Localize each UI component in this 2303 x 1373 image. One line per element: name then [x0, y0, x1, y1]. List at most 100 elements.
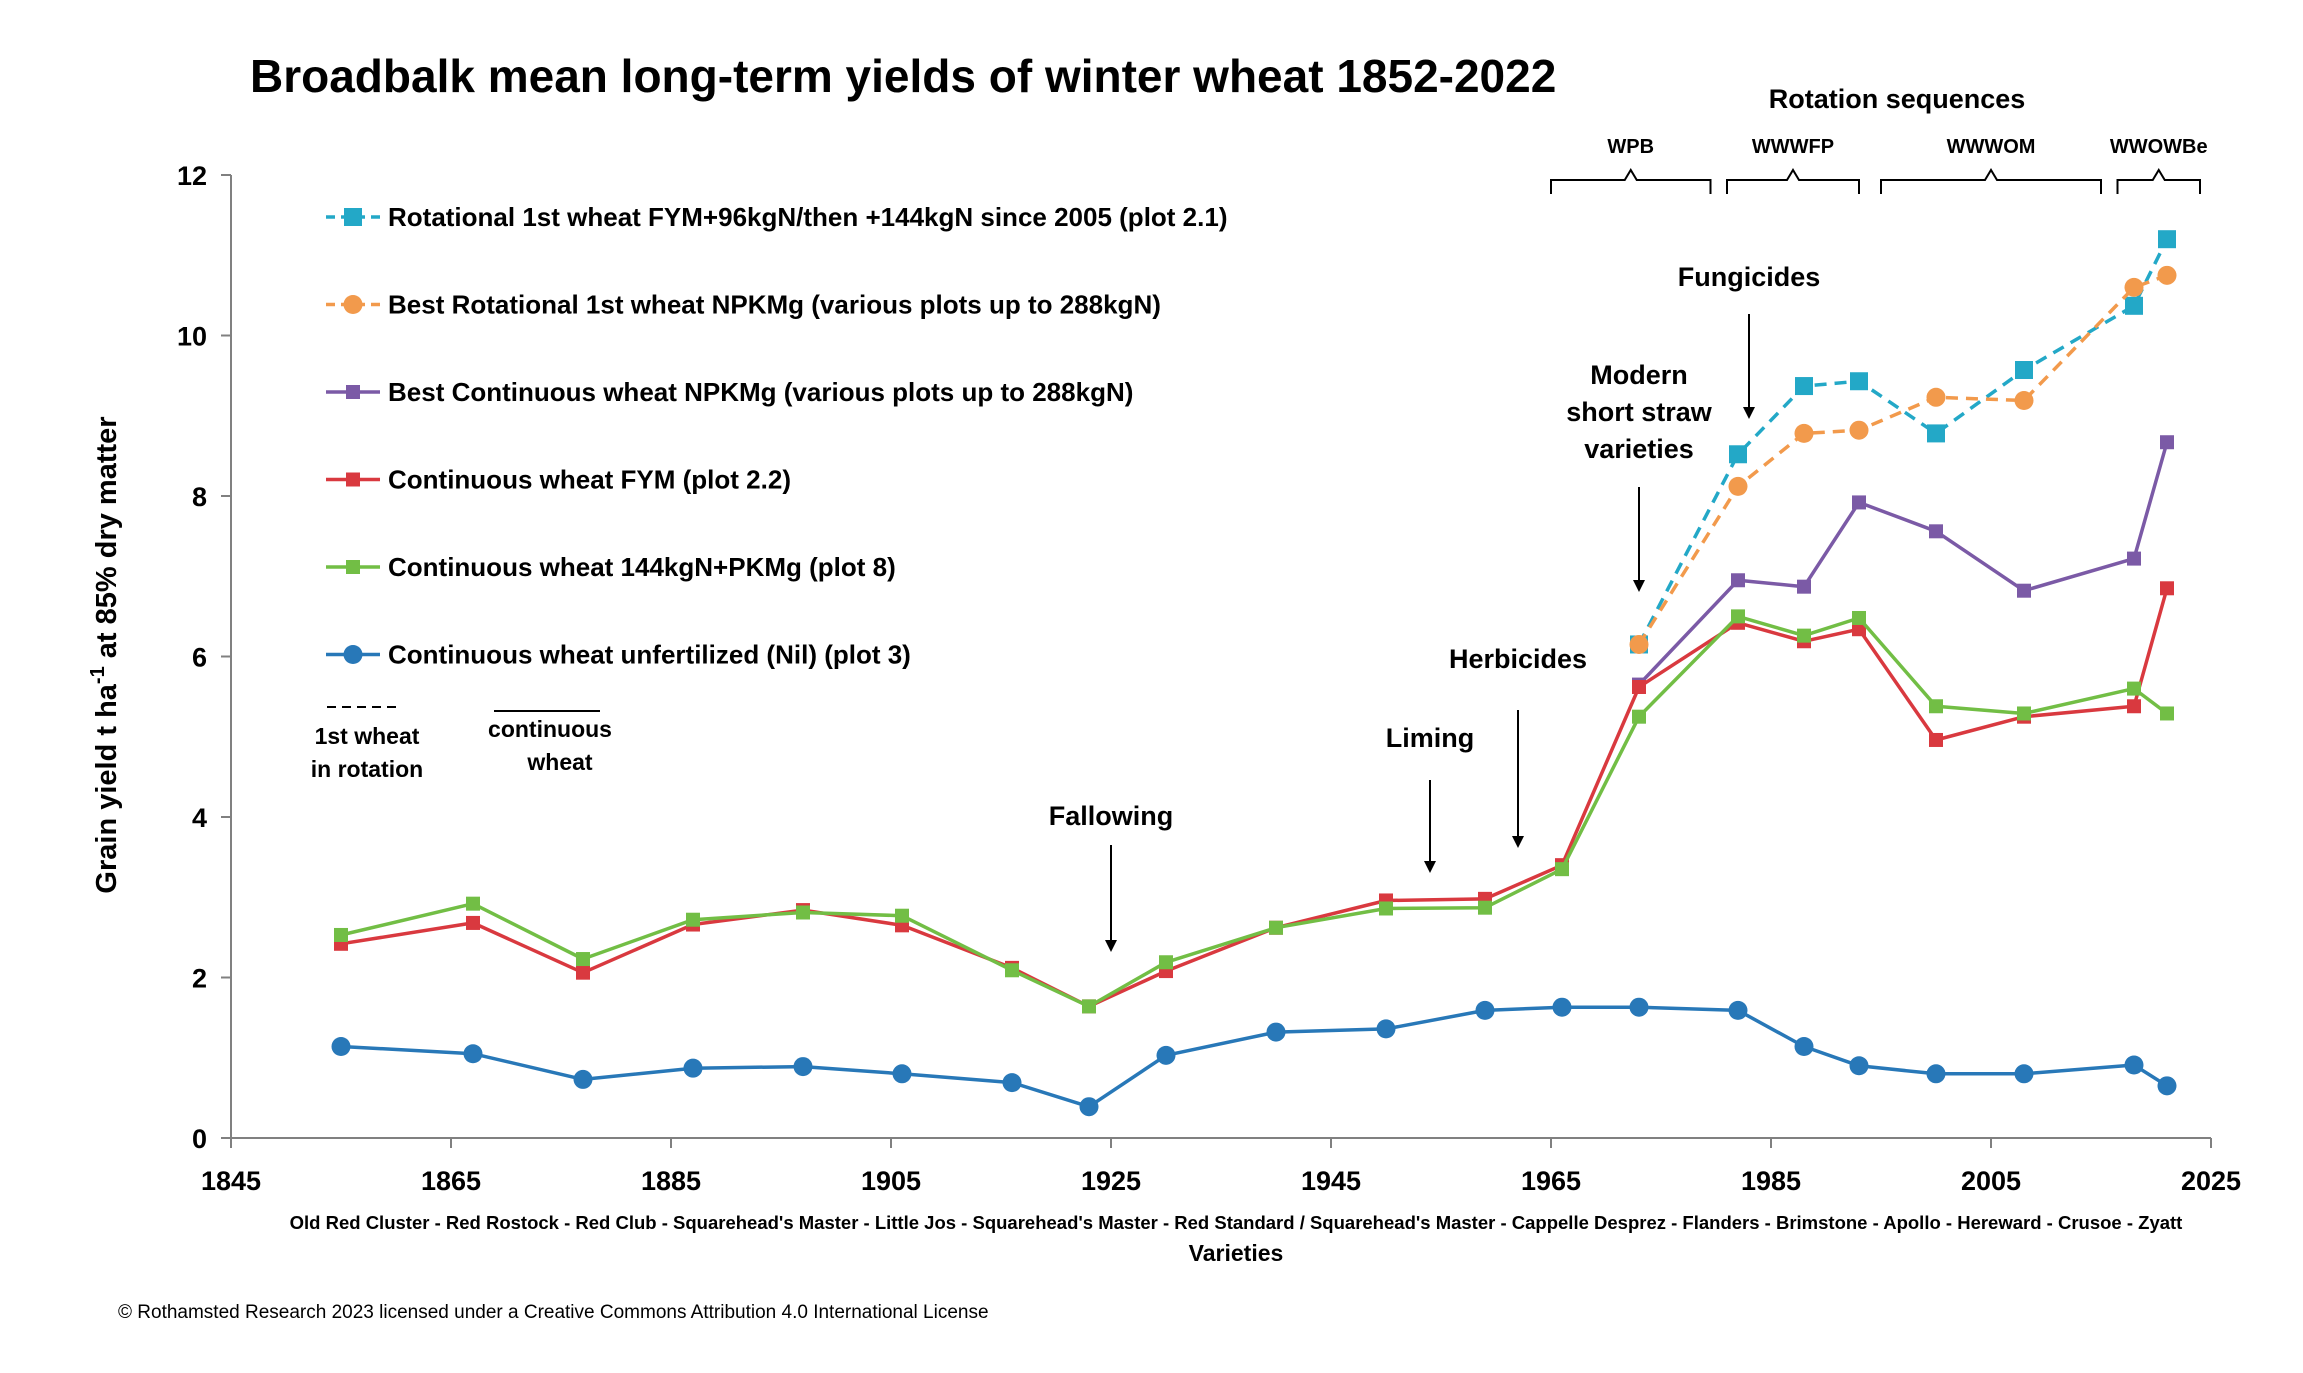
data-point: [466, 896, 480, 911]
x-tick-label: 1845: [201, 1166, 261, 1196]
data-point: [576, 952, 590, 967]
data-point: [1797, 628, 1811, 643]
data-point: [1929, 524, 1943, 539]
data-point: [1269, 920, 1283, 935]
data-point: [686, 912, 700, 927]
rotation-group-2: WWWFP: [1726, 136, 1860, 194]
data-point: [2157, 265, 2177, 285]
data-point: [334, 927, 348, 942]
data-point: [1729, 445, 1747, 464]
annotation-label: Fungicides: [1678, 262, 1821, 292]
y-axis-label: Grain yield t ha-1 at 85% dry matter: [87, 416, 123, 893]
annotation-5: Fungicides: [1678, 262, 1821, 419]
annotation-arrow-head: [1633, 580, 1645, 592]
solid-key-label-2: wheat: [526, 749, 593, 775]
data-point: [1927, 424, 1945, 443]
data-point: [1794, 1037, 1814, 1057]
data-point: [2017, 583, 2031, 598]
data-point: [2127, 551, 2141, 566]
data-point: [683, 1058, 703, 1078]
legend-label: Best Rotational 1st wheat NPKMg (various…: [388, 290, 1161, 320]
annotation-arrow-head: [1105, 940, 1117, 952]
legend-swatch-marker: [346, 385, 360, 399]
series-line-3: [1637, 441, 2169, 686]
data-point: [1794, 423, 1814, 443]
annotations: Fallowing Liming Herbicides Modern short str…: [1049, 262, 1821, 952]
legend-swatch-marker: [346, 472, 360, 487]
data-point: [1082, 999, 1096, 1014]
legend-item-5: Continuous wheat 144kgN+PKMg (plot 8): [326, 552, 896, 582]
legend-label: Continuous wheat FYM (plot 2.2): [388, 465, 791, 495]
x-tick-label: 1985: [1741, 1166, 1801, 1196]
series-group: [331, 230, 2177, 1117]
data-point: [1632, 709, 1646, 724]
legend-swatch-marker: [344, 208, 362, 226]
y-axis-label-sup: -1: [87, 666, 109, 684]
data-point: [1156, 1045, 1176, 1065]
data-point: [1005, 963, 1019, 978]
rotation-group-3: WWWOM: [1880, 136, 2102, 194]
legend-item-6: Continuous wheat unfertilized (Nil) (plo…: [326, 640, 911, 670]
data-point: [1797, 579, 1811, 594]
annotation-arrow-head: [1743, 407, 1755, 419]
data-point: [1731, 609, 1745, 624]
x-tick-label: 1905: [861, 1166, 921, 1196]
data-point: [2158, 230, 2176, 249]
series-6: [331, 997, 2177, 1117]
data-point: [1478, 900, 1492, 915]
annotation-4: Modern short straw varieties: [1566, 360, 1713, 592]
legend-item-3: Best Continuous wheat NPKMg (various plo…: [326, 377, 1133, 407]
legend-item-2: Best Rotational 1st wheat NPKMg (various…: [326, 290, 1161, 320]
y-tick-label: 6: [192, 643, 207, 673]
series-3: [1632, 435, 2174, 692]
series-line-6: [340, 1005, 2168, 1109]
data-point: [1849, 420, 1869, 440]
legend-swatch-marker: [343, 295, 363, 314]
data-point: [1852, 610, 1866, 625]
data-point: [2160, 706, 2174, 721]
data-point: [331, 1037, 351, 1057]
annotation-arrow-head: [1424, 861, 1436, 873]
data-point: [1379, 901, 1393, 916]
data-point: [1629, 634, 1649, 654]
legend-item-4: Continuous wheat FYM (plot 2.2): [326, 465, 791, 495]
x-tick-label: 1925: [1081, 1166, 1141, 1196]
series-line-1: [1637, 238, 2169, 646]
data-point: [1926, 387, 1946, 407]
data-point: [1929, 732, 1943, 747]
x-tick-label: 1885: [641, 1166, 701, 1196]
x-tick-label: 1945: [1301, 1166, 1361, 1196]
x-tick-label: 1865: [421, 1166, 481, 1196]
rotation-bracket: [2116, 168, 2201, 194]
x-tick-label: 2005: [1961, 1166, 2021, 1196]
y-tick-label: 0: [192, 1124, 207, 1154]
rotation-group-1: WPB: [1550, 136, 1712, 194]
data-point: [1795, 377, 1813, 396]
data-point: [2015, 361, 2033, 380]
data-point: [2127, 699, 2141, 714]
rotation-group-label: WPB: [1607, 136, 1654, 158]
data-point: [1475, 1000, 1495, 1020]
y-tick-label: 10: [177, 322, 207, 352]
data-point: [576, 965, 590, 980]
data-point: [2160, 581, 2174, 596]
y-tick-label: 2: [192, 964, 207, 994]
series-line-5: [340, 614, 2169, 1009]
data-point: [2124, 1055, 2144, 1075]
x-tick-label: 1965: [1521, 1166, 1581, 1196]
data-point: [1079, 1097, 1099, 1117]
series-line-2: [1637, 273, 2168, 646]
annotation-3: Herbicides: [1449, 644, 1587, 848]
annotation-arrow-head: [1512, 836, 1524, 848]
annotation-2: Liming: [1386, 723, 1474, 873]
legend-label: Continuous wheat unfertilized (Nil) (plo…: [388, 640, 911, 670]
annotation-label: varieties: [1584, 434, 1694, 464]
data-point: [1266, 1022, 1286, 1042]
copyright-notice: © Rothamsted Research 2023 licensed unde…: [118, 1302, 989, 1323]
data-point: [1629, 997, 1649, 1017]
y-tick-label: 4: [192, 803, 207, 833]
legend: Rotational 1st wheat FYM+96kgN/then +144…: [326, 202, 1227, 670]
data-point: [1002, 1073, 1022, 1093]
axes: 0 2 4 6 8 10 12 1845 1865 1885 1905 1925 1945 1965 198…: [177, 161, 2241, 1196]
